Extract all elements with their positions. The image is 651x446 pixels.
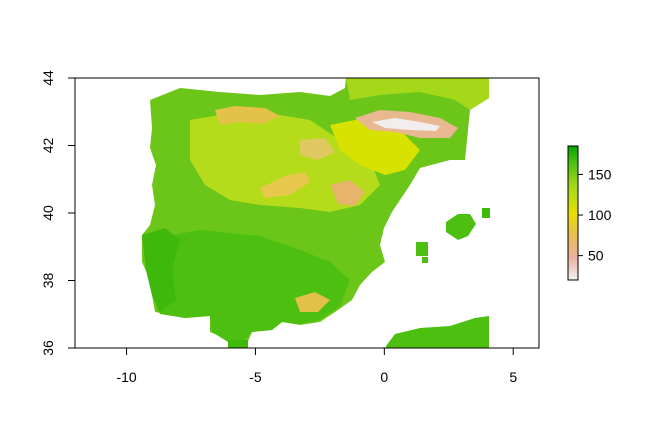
south-lowlands (145, 230, 350, 346)
colorbar-tick-label: 100 (588, 207, 612, 223)
x-tick-label: 0 (380, 369, 388, 385)
morocco-tip (228, 340, 248, 348)
north-east-plain (346, 78, 489, 110)
x-tick-label: -10 (116, 369, 136, 385)
colorbar-gradient (567, 145, 579, 281)
cantabrian-highland (215, 106, 280, 125)
north-africa-coast (386, 316, 489, 348)
iberian-range (300, 138, 335, 160)
x-axis: -10 -5 0 5 (116, 348, 517, 385)
colorbar-legend: 50 100 150 (567, 145, 612, 281)
menorca (482, 208, 490, 218)
ibiza (416, 242, 428, 256)
west-coast (142, 228, 180, 312)
x-tick-label: -5 (249, 369, 262, 385)
y-axis: 36 38 40 42 44 (40, 70, 75, 356)
colorbar-tick-label: 50 (588, 248, 604, 264)
y-tick-label: 44 (40, 70, 56, 86)
teruel-highland (330, 180, 365, 206)
y-tick-label: 36 (40, 340, 56, 356)
colorbar-tick-label: 150 (588, 166, 612, 182)
y-tick-label: 40 (40, 205, 56, 221)
colorbar-ticks: 50 100 150 (578, 166, 612, 264)
raster-layer (142, 78, 490, 348)
y-tick-label: 38 (40, 273, 56, 289)
central-system (260, 172, 310, 198)
formentera (422, 257, 428, 263)
mallorca (446, 214, 476, 240)
x-tick-label: 5 (509, 369, 517, 385)
pyrenees-peaks (372, 118, 440, 131)
y-tick-label: 42 (40, 138, 56, 154)
sierra-nevada (295, 292, 330, 312)
